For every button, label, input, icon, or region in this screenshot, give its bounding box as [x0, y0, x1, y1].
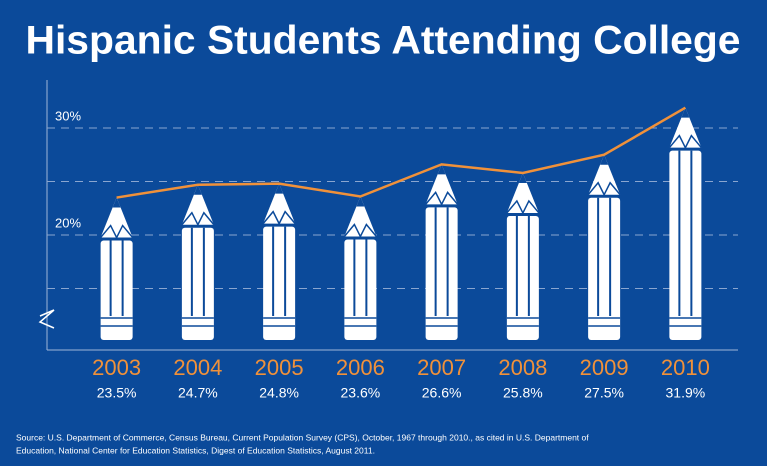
pencil-cut — [425, 191, 459, 207]
x-tick-label: 2006 — [336, 355, 385, 380]
value-label: 24.8% — [259, 385, 299, 401]
pencil-cut — [181, 211, 215, 227]
pencil-lead — [356, 196, 365, 207]
pencil-cut — [506, 199, 540, 215]
pencil-body — [506, 215, 539, 340]
pencil-lead — [193, 184, 202, 195]
axis-break — [38, 309, 55, 329]
pencil-body — [425, 207, 458, 340]
pencil — [343, 196, 377, 340]
x-tick-label: 2004 — [173, 355, 222, 380]
value-label: 26.6% — [422, 385, 462, 401]
pencil — [587, 154, 621, 340]
pencil-cut — [668, 134, 702, 150]
pencil-cut — [100, 224, 134, 240]
value-label: 23.5% — [97, 385, 137, 401]
pencil-body — [588, 197, 621, 340]
pencil-lead — [681, 107, 690, 118]
x-tick-label: 2003 — [92, 355, 141, 380]
pencil-lead — [518, 172, 527, 183]
value-label: 31.9% — [666, 385, 706, 401]
pencil-lead — [275, 183, 284, 194]
pencil-cut — [587, 181, 621, 197]
pencil-body — [263, 226, 296, 340]
pencil-body — [100, 240, 133, 340]
pencil — [100, 197, 134, 340]
pencil-body — [344, 239, 377, 340]
pencil-cut — [343, 223, 377, 239]
value-label: 25.8% — [503, 385, 543, 401]
pencil-cut — [262, 210, 296, 226]
pencil-lead — [600, 154, 609, 165]
pencil — [506, 172, 540, 340]
x-tick-label: 2010 — [661, 355, 710, 380]
pencil-lead — [437, 164, 446, 175]
source-note: Education, National Center for Education… — [16, 445, 375, 455]
x-tick-label: 2008 — [498, 355, 547, 380]
y-tick-label: 30% — [55, 108, 81, 123]
x-tick-label: 2005 — [255, 355, 304, 380]
pencil-body — [181, 227, 214, 340]
pencil — [181, 184, 215, 340]
pencil-lead — [112, 197, 121, 208]
trend-line — [116, 106, 687, 199]
pencil-body — [669, 150, 702, 340]
pencil — [668, 107, 702, 340]
x-tick-label: 2007 — [417, 355, 466, 380]
value-label: 23.6% — [341, 385, 381, 401]
value-label: 24.7% — [178, 385, 218, 401]
chart-title: Hispanic Students Attending College — [26, 19, 741, 63]
value-label: 27.5% — [584, 385, 624, 401]
pencil — [425, 164, 459, 340]
y-tick-label: 20% — [55, 215, 81, 230]
pencil — [262, 183, 296, 340]
source-note: Source: U.S. Department of Commerce, Cen… — [16, 432, 589, 442]
x-tick-label: 2009 — [580, 355, 629, 380]
